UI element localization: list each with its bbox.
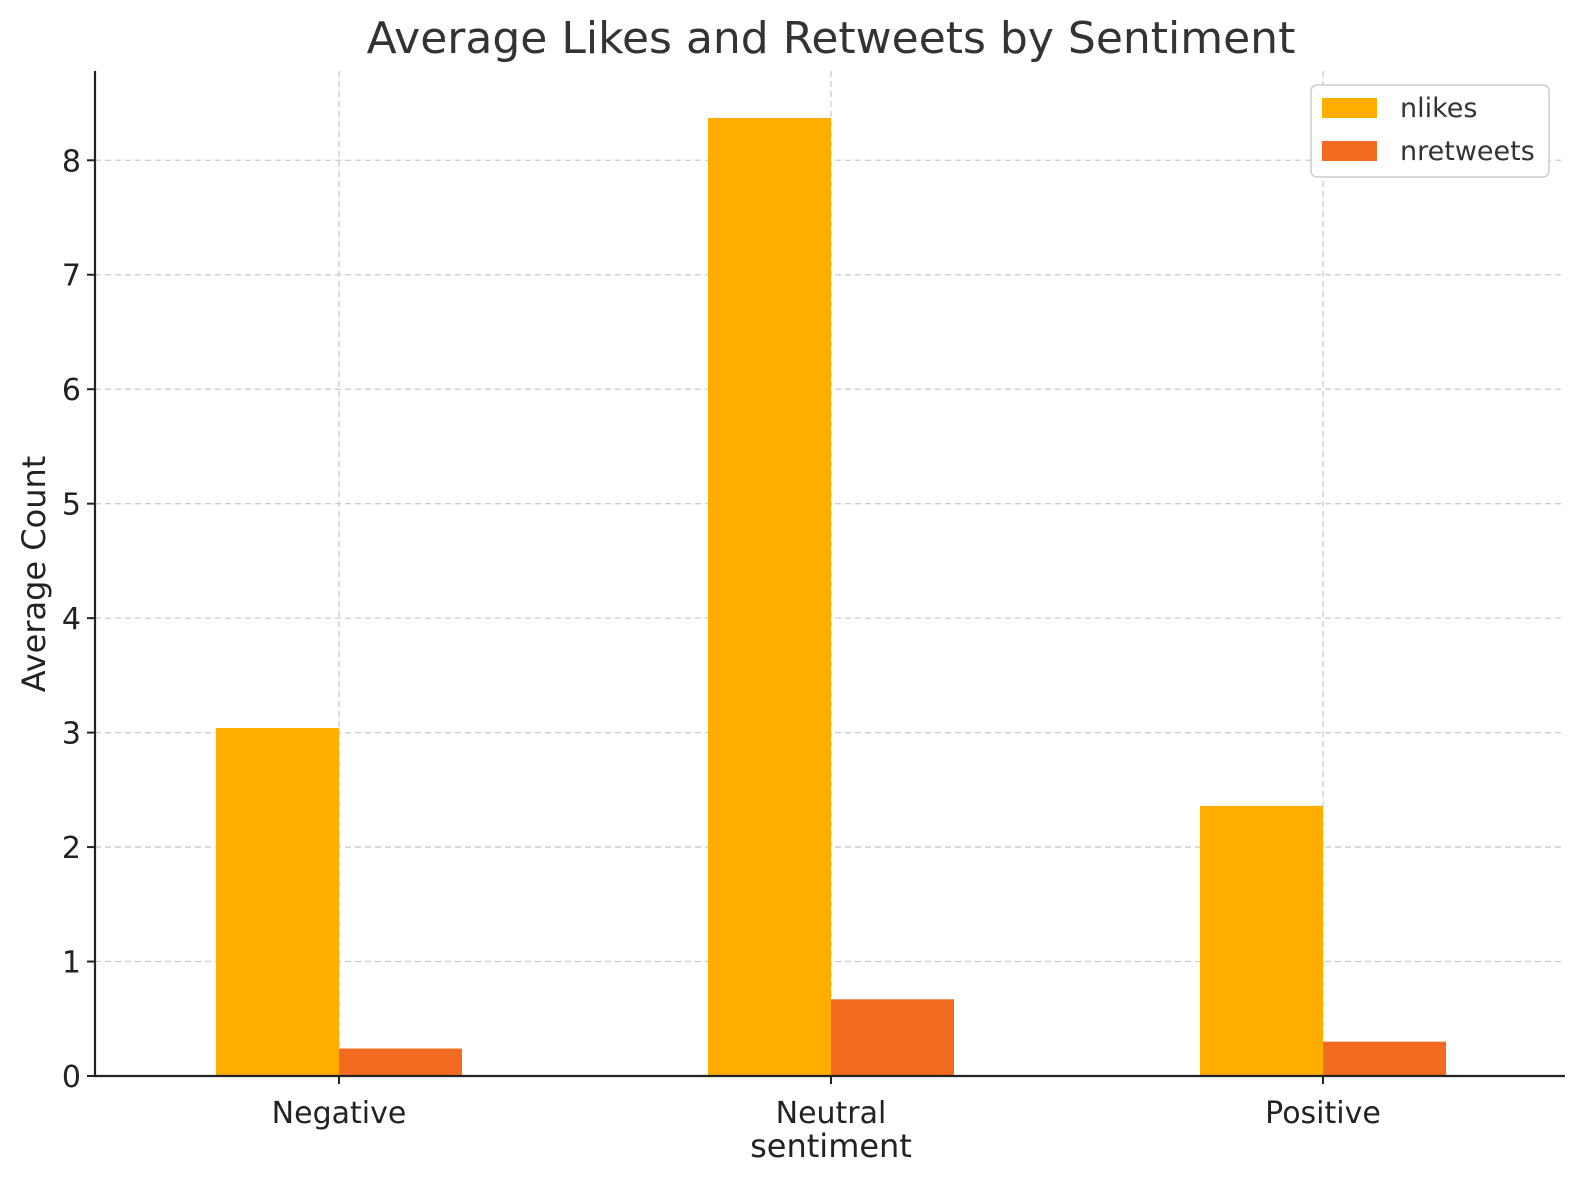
bar-nlikes-negative (216, 728, 339, 1076)
x-tick-label: Positive (1265, 1096, 1381, 1131)
y-tick-label: 6 (62, 373, 81, 408)
x-tick-label: Negative (272, 1096, 407, 1131)
legend-label-nlikes: nlikes (1400, 93, 1477, 124)
legend-swatch-nretweets (1322, 141, 1377, 161)
legend: nlikes nretweets (1310, 84, 1550, 178)
y-tick-label: 5 (62, 488, 81, 523)
y-tick-label: 7 (62, 259, 81, 294)
y-tick-label: 8 (62, 144, 81, 179)
y-tick-label: 1 (62, 946, 81, 981)
bar-nlikes-positive (1200, 805, 1323, 1076)
bar-nretweets-positive (1323, 1041, 1446, 1076)
x-ticks: Negative Neutral Positive (272, 1076, 1381, 1131)
legend-swatch-nlikes (1322, 98, 1377, 118)
bar-nretweets-negative (339, 1048, 462, 1076)
y-tick-label: 4 (62, 602, 81, 637)
bars (216, 117, 1446, 1076)
y-ticks: 0 1 2 3 4 5 6 7 8 (62, 144, 95, 1095)
y-tick-label: 3 (62, 717, 81, 752)
y-tick-label: 0 (62, 1060, 81, 1095)
x-tick-label: Neutral (776, 1096, 887, 1131)
bar-nretweets-neutral (831, 999, 954, 1076)
legend-label-nretweets: nretweets (1400, 136, 1535, 167)
y-axis-label: Average Count (15, 456, 53, 693)
bar-nlikes-neutral (708, 117, 831, 1076)
y-tick-label: 2 (62, 831, 81, 866)
chart-title: Average Likes and Retweets by Sentiment (367, 13, 1296, 64)
x-axis-label: sentiment (750, 1127, 912, 1165)
